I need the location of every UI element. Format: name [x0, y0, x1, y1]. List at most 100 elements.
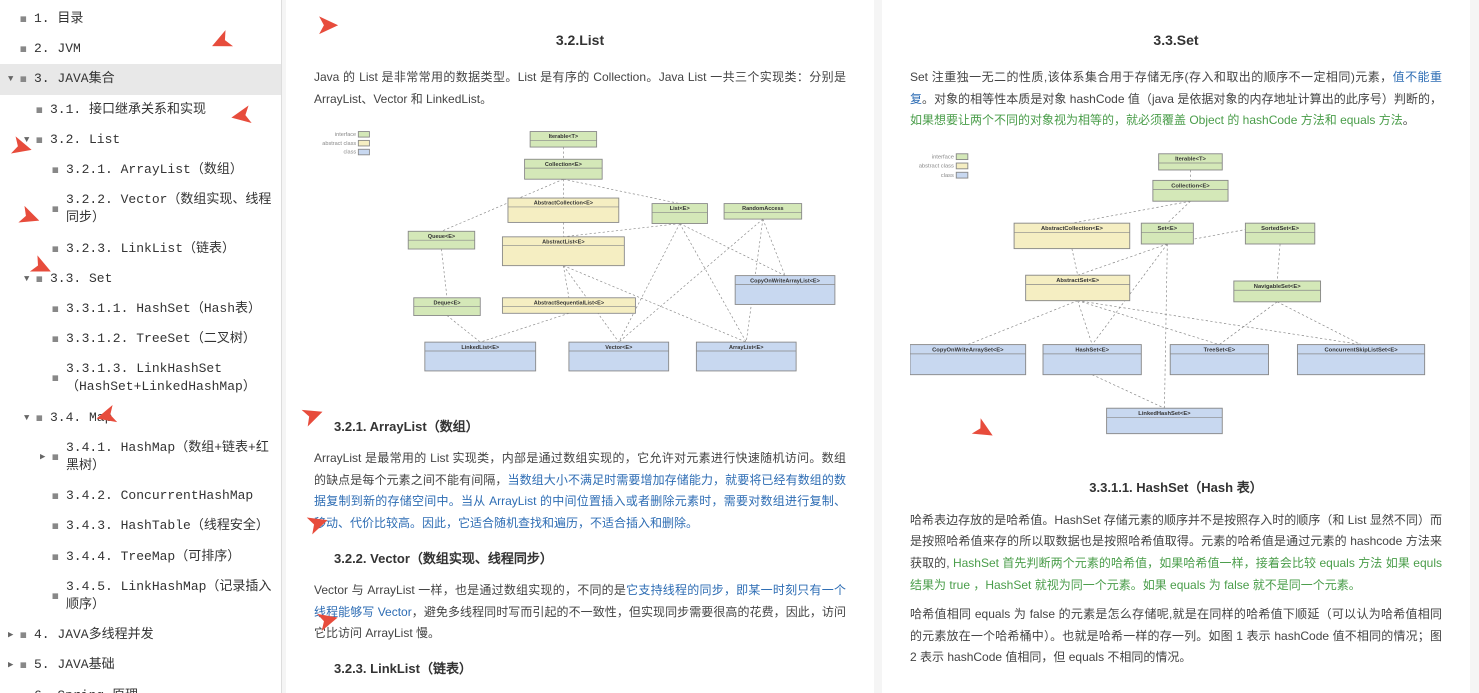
svg-text:CopyOnWriteArraySet<E>: CopyOnWriteArraySet<E> — [932, 348, 1004, 354]
svg-text:Vector<E>: Vector<E> — [605, 345, 632, 351]
nav-item[interactable]: ◼3.3.1.2. TreeSet（二叉树） — [0, 324, 281, 354]
bookmark-icon: ◼ — [20, 658, 34, 672]
svg-text:Collection<E>: Collection<E> — [1171, 183, 1210, 189]
nav-item[interactable]: ◼3.4.3. HashTable（线程安全） — [0, 511, 281, 541]
bookmark-icon: ◼ — [52, 589, 66, 603]
svg-text:LinkedHashSet<E>: LinkedHashSet<E> — [1138, 411, 1191, 417]
text-highlight: HashSet 首先判断两个元素的哈希值，如果哈希值一样，接着会比较 equal… — [910, 556, 1442, 592]
page-2: 3.3.Set Set 注重独一无二的性质,该体系集合用于存储无序(存入和取出的… — [882, 0, 1470, 693]
document-main: 3.2.List Java 的 List 是非常常用的数据类型。List 是有序… — [282, 0, 1479, 693]
nav-label: 3.4. Map — [50, 409, 273, 427]
para: 哈希表边存放的是哈希值。HashSet 存储元素的顺序并不是按照存入时的顺序（和… — [910, 510, 1442, 596]
bookmark-icon: ◼ — [52, 242, 66, 256]
expand-arrow-icon: ▶ — [40, 452, 52, 462]
nav-item[interactable]: ◼3.1. 接口继承关系和实现 — [0, 95, 281, 125]
nav-item[interactable]: ▼◼3. JAVA集合 — [0, 64, 281, 94]
nav-item[interactable]: ▶◼4. JAVA多线程并发 — [0, 620, 281, 650]
nav-item[interactable]: ▶◼3.4.1. HashMap（数组+链表+红黑树） — [0, 433, 281, 481]
nav-item[interactable]: ◼3.4.4. TreeMap（可排序） — [0, 542, 281, 572]
nav-label: 3.3. Set — [50, 270, 273, 288]
nav-item[interactable]: ◼3.3.1.3. LinkHashSet（HashSet+LinkedHash… — [0, 354, 281, 402]
sub-title: 3.2.2. Vector（数组实现、线程同步） — [334, 547, 846, 570]
nav-label: 1. 目录 — [34, 10, 273, 28]
nav-item[interactable]: ◼2. JVM — [0, 34, 281, 64]
nav-label: 3.4.3. HashTable（线程安全） — [66, 517, 273, 535]
svg-text:AbstractCollection<E>: AbstractCollection<E> — [534, 201, 593, 207]
svg-text:CopyOnWriteArrayList<E>: CopyOnWriteArrayList<E> — [750, 279, 820, 285]
svg-text:abstract class: abstract class — [919, 164, 954, 170]
sub-title: 3.2.1. ArrayList（数组） — [334, 415, 846, 438]
bookmark-icon: ◼ — [52, 450, 66, 464]
svg-text:interface: interface — [335, 132, 356, 138]
nav-label: 3.3.1.3. LinkHashSet（HashSet+LinkedHashM… — [66, 360, 273, 396]
nav-label: 3.1. 接口继承关系和实现 — [50, 101, 273, 119]
para: Java 的 List 是非常常用的数据类型。List 是有序的 Collect… — [314, 67, 846, 110]
nav-label: 3.4.4. TreeMap（可排序） — [66, 548, 273, 566]
nav-item[interactable]: ◼3.2.2. Vector（数组实现、线程同步） — [0, 185, 281, 233]
nav-item[interactable]: ◼3.4.5. LinkHashMap（记录插入顺序） — [0, 572, 281, 620]
expand-arrow-icon: ▼ — [24, 413, 36, 423]
nav-label: 6. Spring 原理 — [34, 687, 273, 693]
nav-label: 3.2.1. ArrayList（数组） — [66, 161, 273, 179]
list-uml-diagram: interface abstract class class Iterable<T> C… — [314, 126, 846, 381]
svg-text:AbstractSequentialList<E>: AbstractSequentialList<E> — [534, 301, 604, 307]
section-title: 3.2.List — [314, 28, 846, 53]
nav-item[interactable]: ◼1. 目录 — [0, 4, 281, 34]
nav-item[interactable]: ▼◼3.4. Map — [0, 403, 281, 433]
bookmark-icon: ◼ — [36, 103, 50, 117]
bookmark-icon: ◼ — [20, 72, 34, 86]
svg-text:List<E>: List<E> — [670, 207, 690, 213]
nav-item[interactable]: ▼◼3.2. List — [0, 125, 281, 155]
nav-label: 3.4.2. ConcurrentHashMap — [66, 487, 273, 505]
nav-item[interactable]: ▼◼3.3. Set — [0, 264, 281, 294]
nav-item[interactable]: ◼3.2.3. LinkList（链表） — [0, 234, 281, 264]
nav-item[interactable]: ▶◼6. Spring 原理 — [0, 681, 281, 693]
nav-label: 3.2.2. Vector（数组实现、线程同步） — [66, 191, 273, 227]
sub-title: 3.2.3. LinkList（链表） — [334, 657, 846, 680]
nav-item[interactable]: ◼3.4.2. ConcurrentHashMap — [0, 481, 281, 511]
nav-item[interactable]: ◼3.2.1. ArrayList（数组） — [0, 155, 281, 185]
nav-label: 3. JAVA集合 — [34, 70, 273, 88]
text: 。对象的相等性本质是对象 hashCode 值（java 是依据对象的内存地址计… — [922, 92, 1442, 106]
svg-text:Queue<E>: Queue<E> — [428, 234, 455, 240]
page-1: 3.2.List Java 的 List 是非常常用的数据类型。List 是有序… — [286, 0, 874, 693]
bookmark-icon: ◼ — [52, 519, 66, 533]
svg-text:Set<E>: Set<E> — [1158, 226, 1178, 232]
svg-text:AbstractSet<E>: AbstractSet<E> — [1056, 278, 1100, 284]
nav-label: 3.3.1.1. HashSet（Hash表） — [66, 300, 273, 318]
svg-text:SortedSet<E>: SortedSet<E> — [1261, 226, 1299, 232]
nav-item[interactable]: ▶◼5. JAVA基础 — [0, 650, 281, 680]
nav-item[interactable]: ◼3.3.1.1. HashSet（Hash表） — [0, 294, 281, 324]
section-title: 3.3.Set — [910, 28, 1442, 53]
annotation-arrow-icon: ➤ — [293, 388, 332, 443]
nav-label: 3.3.1.2. TreeSet（二叉树） — [66, 330, 273, 348]
outline-sidebar: ◼1. 目录◼2. JVM▼◼3. JAVA集合◼3.1. 接口继承关系和实现▼… — [0, 0, 282, 693]
nav-label: 3.4.5. LinkHashMap（记录插入顺序） — [66, 578, 273, 614]
bookmark-icon: ◼ — [52, 202, 66, 216]
text: 。 — [1403, 113, 1415, 127]
text: Set 注重独一无二的性质,该体系集合用于存储无序(存入和取出的顺序不一定相同)… — [910, 70, 1393, 84]
bookmark-icon: ◼ — [36, 133, 50, 147]
svg-text:AbstractCollection<E>: AbstractCollection<E> — [1041, 226, 1103, 232]
svg-text:ConcurrentSkipListSet<E>: ConcurrentSkipListSet<E> — [1325, 348, 1399, 354]
expand-arrow-icon: ▼ — [24, 274, 36, 284]
svg-text:TreeSet<E>: TreeSet<E> — [1204, 348, 1236, 354]
bookmark-icon: ◼ — [52, 371, 66, 385]
nav-label: 2. JVM — [34, 40, 273, 58]
nav-label: 3.2.3. LinkList（链表） — [66, 240, 273, 258]
text: Vector 与 ArrayList 一样，也是通过数组实现的，不同的是 — [314, 583, 626, 597]
bookmark-icon: ◼ — [52, 489, 66, 503]
para: 哈希值相同 equals 为 false 的元素是怎么存储呢,就是在同样的哈希值… — [910, 604, 1442, 669]
svg-text:Iterable<T>: Iterable<T> — [549, 135, 579, 141]
svg-text:NavigableSet<E>: NavigableSet<E> — [1254, 284, 1301, 290]
annotation-arrow-icon: ➤ — [882, 13, 888, 68]
bookmark-icon: ◼ — [52, 163, 66, 177]
bookmark-icon: ◼ — [36, 272, 50, 286]
nav-label: 3.2. List — [50, 131, 273, 149]
svg-text:class: class — [344, 150, 357, 156]
bookmark-icon: ◼ — [20, 42, 34, 56]
svg-text:RandomAccess: RandomAccess — [742, 207, 784, 213]
svg-text:abstract class: abstract class — [322, 141, 356, 147]
svg-text:HashSet<E>: HashSet<E> — [1075, 348, 1109, 354]
para: ArrayList 是最常用的 List 实现类，内部是通过数组实现的，它允许对… — [314, 448, 846, 534]
